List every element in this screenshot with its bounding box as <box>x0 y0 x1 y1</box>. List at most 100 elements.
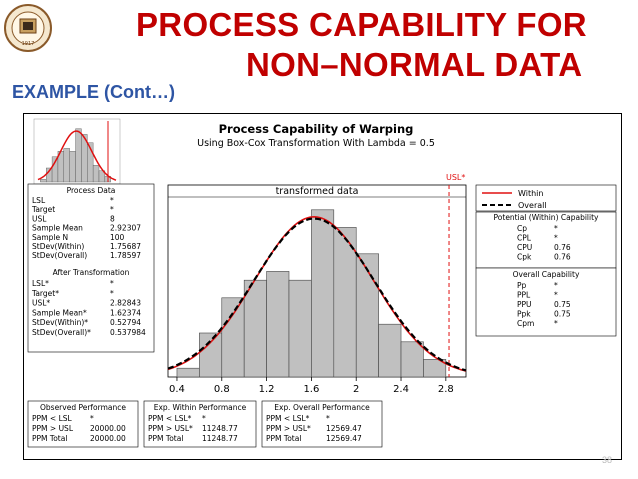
exp-within-performance-box: Exp. Within Performance PPM < LSL* * PPM > … <box>143 400 257 448</box>
potential-capability-box: Potential (Within) Capability Cp * CPL * CPU 0… <box>475 211 617 269</box>
page-number: 38 <box>601 455 612 465</box>
x-tick-label: 2.8 <box>438 384 454 395</box>
stat-label: Sample Mean* <box>32 308 87 317</box>
university-seal-logo: 1917 <box>4 4 52 52</box>
stat-label: StDev(Overall) <box>32 251 87 260</box>
box-heading: After Transformation <box>53 268 130 277</box>
box-heading: Exp. Overall Performance <box>274 403 370 412</box>
stat-value: 0.75 <box>554 310 571 319</box>
box-heading: Observed Performance <box>40 403 126 412</box>
report-subtitle: Using Box-Cox Transformation With Lambda… <box>197 138 435 149</box>
stat-label: PPM > USL* <box>148 424 193 433</box>
box-heading: Potential (Within) Capability <box>494 213 599 222</box>
stat-label: CPL <box>517 234 532 243</box>
stat-label: PPM Total <box>148 434 183 443</box>
histogram-bar <box>221 297 245 378</box>
stat-value: 20000.00 <box>90 424 126 433</box>
stat-value: 8 <box>110 214 115 223</box>
stat-value: 1.75687 <box>110 242 141 251</box>
stat-value: * <box>326 414 330 423</box>
stat-value: * <box>110 279 114 288</box>
stat-value: 2.92307 <box>110 224 141 233</box>
stat-value: * <box>554 234 558 243</box>
x-tick-label: 2 <box>353 384 359 395</box>
thumbnail-bar <box>63 148 70 183</box>
legend-within: Within <box>518 189 543 198</box>
stat-label: PPM < LSL* <box>266 414 310 423</box>
stat-value: * <box>110 196 114 205</box>
stat-label: USL <box>32 214 47 223</box>
stat-label: Cp <box>517 224 527 233</box>
stat-label: StDev(Within)* <box>32 318 88 327</box>
thumbnail-histogram <box>33 118 121 185</box>
stat-label: Target <box>31 205 55 214</box>
observed-performance-box: Observed Performance PPM < LSL * PPM > USL 2… <box>27 400 139 448</box>
stat-value: 0.75 <box>554 300 571 309</box>
stat-value: * <box>554 281 558 290</box>
stat-value: 12569.47 <box>326 424 362 433</box>
histogram-bar <box>266 271 290 378</box>
stat-label: CPU <box>517 243 532 252</box>
histogram-bar <box>288 279 312 378</box>
stat-label: Cpm <box>517 319 534 328</box>
stat-value: * <box>90 414 94 423</box>
thumbnail-bar <box>40 178 47 183</box>
slide-subtitle: EXAMPLE (Cont…) <box>12 82 175 102</box>
legend: Within Overall <box>475 184 617 212</box>
stat-value: * <box>110 289 114 298</box>
stat-label: Ppk <box>517 310 531 319</box>
stat-value: 0.76 <box>554 243 571 252</box>
thumbnail-bar <box>92 165 100 183</box>
plot-label: transformed data <box>276 186 359 197</box>
stat-value: 0.537984 <box>110 328 146 337</box>
histogram-bar <box>355 253 379 378</box>
overall-curve <box>167 217 467 372</box>
box-heading: Process Data <box>67 186 116 195</box>
stat-value: 1.62374 <box>110 308 141 317</box>
legend-overall: Overall <box>518 201 547 210</box>
stat-label: Pp <box>517 281 527 290</box>
stat-label: PPM > USL <box>32 424 74 433</box>
histogram-bar <box>378 323 402 378</box>
stat-label: PPM < LSL* <box>148 414 192 423</box>
stat-label: LSL* <box>32 279 49 288</box>
x-tick-label: 0.4 <box>169 384 185 395</box>
thumbnail-bar <box>75 128 82 183</box>
stat-label: PPM Total <box>32 434 67 443</box>
stat-label: Sample Mean <box>32 224 83 233</box>
histogram-bar <box>400 341 424 378</box>
x-tick-label: 0.8 <box>214 384 230 395</box>
usl-marker-label: USL* <box>446 173 465 182</box>
overall-capability-box: Overall Capability Pp * PPL * PPU 0.75 Ppk 0.75 C… <box>475 267 617 337</box>
stat-value: * <box>554 291 558 300</box>
stat-label: Sample N <box>32 233 68 242</box>
stat-value: 0.76 <box>554 253 571 262</box>
x-tick-label: 1.6 <box>303 384 319 395</box>
stat-label: Cpk <box>517 253 532 262</box>
stat-label: PPL <box>517 291 531 300</box>
slide-title-line-1: PROCESS CAPABILITY FOR <box>136 6 587 43</box>
stat-label: PPU <box>517 300 532 309</box>
x-tick-label: 2.4 <box>393 384 409 395</box>
slide-title-line-2: NON–NORMAL DATA <box>246 46 583 83</box>
within-curve <box>167 215 467 372</box>
histogram-bar <box>311 209 335 378</box>
stat-value: * <box>110 205 114 214</box>
report-title: Process Capability of Warping <box>219 122 414 136</box>
stat-value: * <box>554 319 558 328</box>
stat-value: 11248.77 <box>202 424 238 433</box>
stat-value: 1.78597 <box>110 251 141 260</box>
stat-label: PPM < LSL <box>32 414 73 423</box>
box-heading: Exp. Within Performance <box>154 403 247 412</box>
histogram-plot: transformed data USL* 0.4 0.8 1.2 1.6 2 2.4 2.… <box>167 173 467 395</box>
histogram-bar <box>176 367 200 378</box>
thumbnail-bar <box>69 151 76 183</box>
stat-value: 100 <box>110 233 125 242</box>
stat-value: 12569.47 <box>326 434 362 443</box>
histogram-bar <box>243 279 267 378</box>
stat-label: LSL <box>32 196 46 205</box>
stat-label: PPM > USL* <box>266 424 311 433</box>
x-tick-label: 1.2 <box>259 384 275 395</box>
box-heading: Overall Capability <box>513 270 580 279</box>
